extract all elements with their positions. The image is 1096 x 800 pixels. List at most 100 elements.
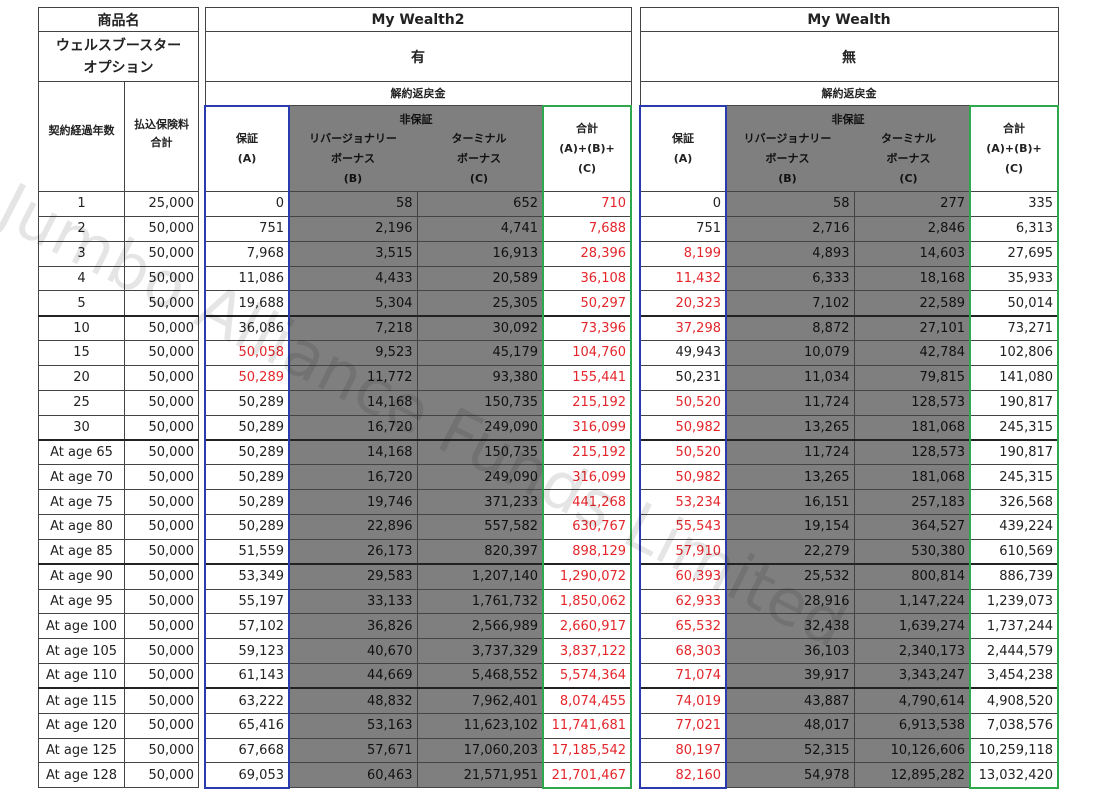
policy-year-cell: At age 85 (38, 538, 125, 565)
table-row: 50,289 14,168 150,735 215,192 (204, 389, 633, 416)
product-name: My Wealth (639, 7, 1059, 32)
total-cell: 630,767 (541, 513, 633, 540)
table-row: 4 50,000 (38, 265, 199, 292)
table-row: 57,910 22,279 530,380 610,569 (639, 538, 1060, 565)
table-row: 50,982 13,265 181,068 245,315 (639, 464, 1060, 491)
table-row: 57,102 36,826 2,566,989 2,660,917 (204, 613, 633, 640)
table-row: 71,074 39,917 3,343,247 3,454,238 (639, 663, 1060, 689)
total-cell: 155,441 (541, 364, 633, 391)
terminal-bonus-cell: 7,962,401 (416, 687, 544, 714)
table-row: 50,289 19,746 371,233 441,268 (204, 489, 633, 515)
total-cell: 1,850,062 (541, 588, 633, 615)
terminal-bonus-cell: 79,815 (853, 364, 971, 391)
wealth-booster-option-label: ウェルスブースター オプション (38, 31, 199, 82)
table-row: At age 65 50,000 (38, 438, 199, 466)
premium-paid-cell: 50,000 (124, 314, 199, 342)
reversionary-bonus-cell: 58 (288, 191, 418, 217)
terminal-bonus-cell: 249,090 (416, 414, 544, 441)
policy-year-header: 契約経過年数 (38, 81, 125, 192)
policy-year-cell: At age 100 (38, 613, 125, 640)
table-row: 50,289 16,720 249,090 316,099 (204, 414, 633, 441)
guaranteed-cell: 8,199 (639, 240, 727, 267)
guaranteed-cell: 50,289 (204, 489, 290, 515)
total-cell: 190,817 (968, 389, 1060, 416)
table-row: 55,543 19,154 364,527 439,224 (639, 513, 1060, 540)
reversionary-bonus-cell: 25,532 (725, 563, 855, 590)
table-row: 37,298 8,872 27,101 73,271 (639, 314, 1060, 342)
table-row: 80,197 52,315 10,126,606 10,259,118 (639, 737, 1060, 764)
table-row: 15 50,000 (38, 340, 199, 366)
reversionary-bonus-cell: 13,265 (725, 464, 855, 491)
total-cell: 2,444,579 (968, 638, 1060, 665)
reversionary-bonus-cell: 36,103 (725, 638, 855, 665)
table-row: 51,559 26,173 820,397 898,129 (204, 538, 633, 565)
guaranteed-cell: 751 (204, 215, 290, 242)
table-row: 61,143 44,669 5,468,552 5,574,364 (204, 663, 633, 689)
guaranteed-cell: 50,289 (204, 389, 290, 416)
table-row: 59,123 40,670 3,737,329 3,837,122 (204, 638, 633, 665)
guaranteed-cell: 53,234 (639, 489, 727, 515)
guaranteed-cell: 50,289 (204, 464, 290, 491)
total-cell: 27,695 (968, 240, 1060, 267)
terminal-bonus-cell: 10,126,606 (853, 737, 971, 764)
terminal-bonus-cell: 371,233 (416, 489, 544, 515)
table-row: 69,053 60,463 21,571,951 21,701,467 (204, 762, 633, 789)
table-row: At age 110 50,000 (38, 663, 199, 689)
policy-year-cell: At age 90 (38, 563, 125, 590)
total-cell: 610,569 (968, 538, 1060, 565)
terminal-bonus-cell: 3,343,247 (853, 663, 971, 689)
premium-paid-cell: 50,000 (124, 215, 199, 242)
premium-paid-cell: 50,000 (124, 489, 199, 515)
total-cell: 898,129 (541, 538, 633, 565)
total-cell: 104,760 (541, 340, 633, 366)
table-row: At age 120 50,000 (38, 712, 199, 739)
table-row: 53,349 29,583 1,207,140 1,290,072 (204, 563, 633, 590)
terminal-bonus-cell: 1,639,274 (853, 613, 971, 640)
policy-year-cell: At age 70 (38, 464, 125, 491)
table-row: At age 85 50,000 (38, 538, 199, 565)
terminal-bonus-cell: 27,101 (853, 314, 971, 342)
table-row: 53,234 16,151 257,183 326,568 (639, 489, 1060, 515)
total-cell: 2,660,917 (541, 613, 633, 640)
guaranteed-cell: 50,289 (204, 364, 290, 391)
guaranteed-cell: 62,933 (639, 588, 727, 615)
total-cell: 6,313 (968, 215, 1060, 242)
reversionary-bonus-cell: 8,872 (725, 314, 855, 342)
terminal-bonus-cell: 128,573 (853, 438, 971, 466)
table-row: 751 2,716 2,846 6,313 (639, 215, 1060, 242)
table-row: 0 58 652 710 (204, 191, 633, 217)
total-cell: 73,271 (968, 314, 1060, 342)
total-cell: 73,396 (541, 314, 633, 342)
reversionary-bonus-cell: 44,669 (288, 663, 418, 689)
reversionary-bonus-cell: 11,772 (288, 364, 418, 391)
reversionary-bonus-cell: 9,523 (288, 340, 418, 366)
table-row: 60,393 25,532 800,814 886,739 (639, 563, 1060, 590)
total-cell: 10,259,118 (968, 737, 1060, 764)
total-header: 合計 (A)+(B)+ (C) (541, 104, 633, 192)
policy-year-cell: 5 (38, 290, 125, 317)
table-row: At age 100 50,000 (38, 613, 199, 640)
option-value: 有 (204, 31, 632, 82)
table-row: 25 50,000 (38, 389, 199, 416)
guaranteed-cell: 57,910 (639, 538, 727, 565)
total-cell: 326,568 (968, 489, 1060, 515)
total-cell: 441,268 (541, 489, 633, 515)
policy-year-cell: At age 110 (38, 663, 125, 689)
total-header: 合計 (A)+(B)+ (C) (968, 104, 1060, 192)
total-cell: 141,080 (968, 364, 1060, 391)
guaranteed-cell: 65,532 (639, 613, 727, 640)
total-cell: 316,099 (541, 414, 633, 441)
terminal-bonus-cell: 181,068 (853, 414, 971, 441)
policy-year-cell: At age 115 (38, 687, 125, 714)
total-cell: 1,290,072 (541, 563, 633, 590)
guaranteed-cell: 63,222 (204, 687, 290, 714)
reversionary-bonus-cell: 58 (725, 191, 855, 217)
table-row: 49,943 10,079 42,784 102,806 (639, 340, 1060, 366)
premium-paid-cell: 50,000 (124, 613, 199, 640)
total-cell: 35,933 (968, 265, 1060, 292)
reversionary-bonus-cell: 2,196 (288, 215, 418, 242)
terminal-bonus-cell: 557,582 (416, 513, 544, 540)
total-cell: 11,741,681 (541, 712, 633, 739)
product-name: My Wealth2 (204, 7, 632, 32)
total-cell: 245,315 (968, 464, 1060, 491)
